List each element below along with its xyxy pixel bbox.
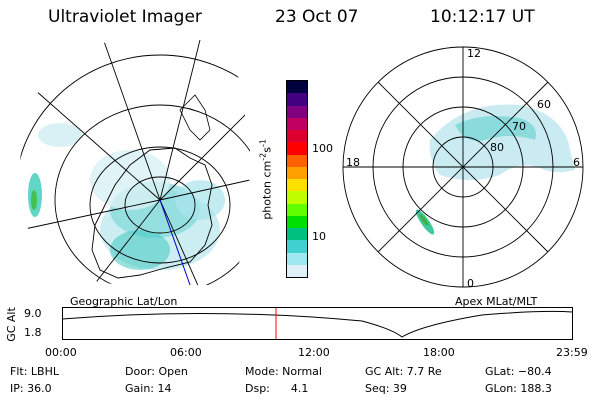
- colorbar-band: [287, 105, 307, 118]
- colorbar-tick-100: 100: [312, 142, 333, 155]
- colorbar-band: [287, 93, 307, 106]
- date-label: 23 Oct 07: [275, 7, 359, 27]
- colorbar-unit-label: photon cm-2s-1: [258, 139, 274, 220]
- continent-outline: [91, 147, 213, 279]
- colorbar-band: [287, 117, 307, 130]
- status-dsp: Dsp: 4.1: [245, 382, 309, 395]
- mlt-label-0: 0: [467, 277, 474, 290]
- altitude-timeline: [62, 307, 573, 340]
- apex-caption: Apex MLat/MLT: [455, 295, 538, 308]
- colorbar-band: [287, 228, 307, 241]
- lat-label-60: 60: [537, 98, 551, 111]
- status-seq: Seq: 39: [365, 382, 407, 395]
- lat-label-80: 80: [490, 141, 504, 154]
- geographic-caption: Geographic Lat/Lon: [70, 295, 178, 308]
- colorbar-band: [287, 179, 307, 192]
- status-glat: GLat: −80.4: [485, 365, 552, 378]
- gc-alt-axis-label: GC Alt: [4, 307, 18, 342]
- left-aurora-emission: [28, 123, 225, 270]
- status-ip: IP: 36.0: [10, 382, 52, 395]
- colorbar-band: [287, 81, 307, 94]
- status-flt: Flt: LBHL: [10, 365, 59, 378]
- colorbar: [286, 80, 308, 278]
- status-glon: GLon: 188.3: [485, 382, 552, 395]
- colorbar-band: [287, 203, 307, 216]
- status-gain: Gain: 14: [125, 382, 172, 395]
- colorbar-band: [287, 264, 307, 277]
- colorbar-band: [287, 191, 307, 204]
- x-tick-0000: 00:00: [45, 346, 77, 359]
- colorbar-band: [287, 252, 307, 265]
- x-tick-1800: 18:00: [423, 346, 455, 359]
- mlt-label-18: 18: [346, 156, 360, 169]
- alt-tick-low: 1.8: [24, 326, 42, 339]
- x-tick-0600: 06:00: [170, 346, 202, 359]
- right-aurora-emission: [415, 104, 575, 235]
- colorbar-band: [287, 130, 307, 143]
- alt-tick-high: 9.0: [24, 307, 42, 320]
- mlt-label-6: 6: [573, 156, 580, 169]
- instrument-title: Ultraviolet Imager: [48, 7, 202, 27]
- status-mode: Mode: Normal: [245, 365, 322, 378]
- lat-label-70: 70: [512, 120, 526, 133]
- status-gc-alt: GC Alt: 7.7 Re: [365, 365, 442, 378]
- time-label: 10:12:17 UT: [430, 7, 535, 27]
- colorbar-band: [287, 154, 307, 167]
- colorbar-band: [287, 240, 307, 253]
- colorbar-band: [287, 166, 307, 179]
- colorbar-band: [287, 142, 307, 155]
- x-tick-1200: 12:00: [298, 346, 330, 359]
- colorbar-tick-10: 10: [312, 230, 326, 243]
- x-tick-2359: 23:59: [556, 346, 588, 359]
- colorbar-band: [287, 215, 307, 228]
- terminator-line: [159, 199, 191, 286]
- polar-grid: [342, 46, 584, 288]
- status-door: Door: Open: [125, 365, 188, 378]
- mlt-label-12: 12: [467, 47, 481, 60]
